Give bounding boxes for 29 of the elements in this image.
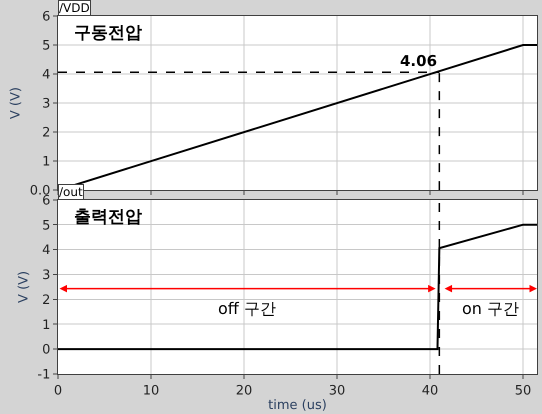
chart-title: /VDD [59,1,90,15]
x-tick-label: 20 [236,384,252,399]
y-tick-label: 5 [42,38,50,54]
x-tick-label: 30 [328,384,346,399]
y-tick-label: 1 [42,318,50,333]
y-tick-label: 6 [42,10,50,25]
x-tick-label: 50 [514,384,532,399]
x-tick-label: 10 [142,384,160,399]
chart-title: /out [59,185,83,199]
x-tick-label: 0 [54,384,62,399]
y-tick-label: 1 [42,154,50,170]
x-tick-label: 40 [422,384,438,399]
y-tick-label: 5 [42,218,50,234]
y-tick-label: 3 [42,268,50,284]
y-axis-title: V (V) [8,87,24,120]
annotation: off 구간 [218,299,276,318]
y-tick-label: 2 [42,126,50,141]
y-tick-label: 3 [42,96,50,112]
x-axis-title: time (us) [268,398,327,414]
text: 출력전압 [74,207,142,227]
text: 구동전압 [74,23,142,43]
y-tick-label: 2 [42,292,50,308]
ref-line-label: 4.06 [400,52,438,70]
y-tick-label: 0 [42,342,50,358]
annotation: on 구간 [462,299,520,318]
y-tick-label: 4 [42,243,50,258]
y-axis-title: V (V) [16,270,32,303]
y-tick-label: -1 [37,368,50,383]
y-tick-label: 4 [42,68,50,83]
